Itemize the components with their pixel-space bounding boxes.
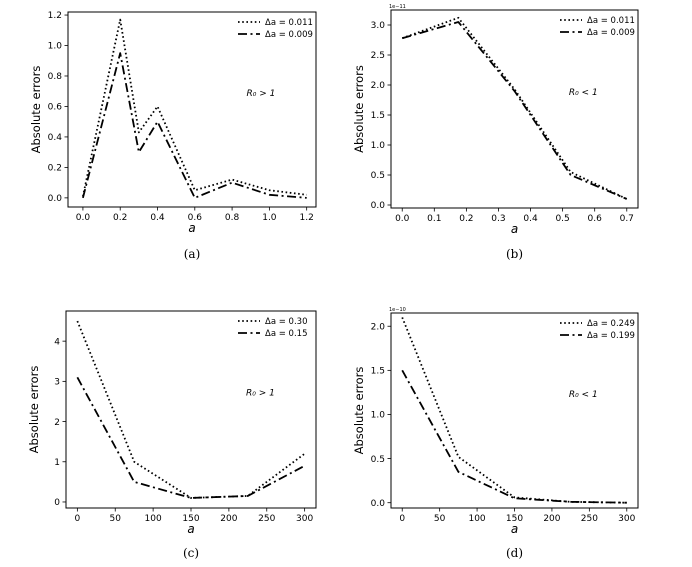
x-tick-label: 100 (468, 514, 485, 524)
y-tick-label: 0.4 (48, 133, 63, 143)
x-tick-label: 50 (110, 514, 122, 524)
plot-frame (67, 11, 317, 208)
y-axis-label: Absolute errors (352, 65, 366, 153)
series-line-2 (76, 376, 306, 499)
chart-panel-1: 0.0 0.2 0.4 0.6 0.8 1.0 1.2 0.0 0.2 0.4 0.6 0.8 1.0 1… (29, 11, 317, 261)
x-tick-label: 0.8 (225, 213, 240, 223)
panel-caption: (d) (506, 546, 523, 560)
y-axis-label: Absolute errors (27, 366, 41, 454)
y-tick-label: 3 (54, 378, 60, 388)
x-tick-label: 0.2 (113, 213, 127, 223)
legend-label-1: Δa = 0.011 (587, 16, 635, 26)
y-tick-label: 1.0 (371, 411, 386, 421)
x-tick-label: 150 (506, 514, 523, 524)
x-tick-label: 250 (258, 514, 275, 524)
y-tick-label: 0.0 (371, 499, 386, 509)
y-tick-label: 1.5 (371, 111, 385, 121)
chart-panel-4: 0 50 100 150 200 250 300 0.0 0.5 1.0 1.5 2.0 1e−10 a A… (352, 307, 639, 560)
x-tick-label: 0.0 (76, 213, 91, 223)
y-tick-label: 1.5 (371, 367, 385, 377)
plot-frame (390, 312, 639, 509)
y-tick-label: 1 (54, 458, 60, 468)
x-tick-label: 200 (543, 514, 560, 524)
y-tick-label: 0.2 (48, 164, 62, 174)
y-tick-label: 0.0 (48, 194, 63, 204)
x-tick-label: 0.7 (620, 214, 634, 224)
x-tick-label: 0.2 (459, 214, 473, 224)
y-tick-label: 4 (54, 337, 60, 347)
y-tick-label: 0.6 (48, 103, 63, 113)
y-tick-label: 3.0 (371, 21, 386, 31)
y-tick-label: 0.5 (371, 455, 385, 465)
series-line-2 (401, 369, 627, 504)
panel-caption: (a) (184, 247, 201, 261)
x-tick-label: 300 (618, 514, 635, 524)
legend-label-2: Δa = 0.009 (587, 28, 635, 38)
x-axis-label: a (511, 222, 518, 236)
x-tick-label: 0.4 (150, 213, 165, 223)
x-tick-label: 100 (145, 514, 162, 524)
series-line-2 (401, 21, 628, 200)
y-tick-label: 0.5 (371, 171, 385, 181)
x-tick-label: 0.3 (491, 214, 505, 224)
legend-label-1: Δa = 0.30 (265, 317, 307, 327)
y-tick-label: 0.0 (371, 201, 386, 211)
legend-label-2: Δa = 0.199 (587, 331, 635, 341)
y-axis-label: Absolute errors (29, 66, 43, 154)
x-tick-label: 0.1 (427, 214, 441, 224)
plot-frame (390, 9, 639, 209)
x-axis-label: a (187, 522, 194, 536)
x-tick-label: 0.4 (523, 214, 538, 224)
y-axis-label: Absolute errors (352, 367, 366, 455)
legend-label-2: Δa = 0.009 (265, 30, 313, 40)
series-line-1 (76, 320, 306, 499)
y-tick-label: 1.0 (371, 141, 386, 151)
series-line-1 (401, 317, 627, 504)
x-tick-label: 0 (74, 514, 80, 524)
x-axis-label: a (511, 522, 518, 536)
x-axis-label: a (188, 221, 195, 235)
chart-panel-2: 0.0 0.1 0.2 0.3 0.4 0.5 0.6 0.7 0.0 0.5 1.0 1.5 2.0 2… (352, 4, 639, 261)
y-tick-label: 2 (54, 418, 60, 428)
y-tick-label: 0.8 (48, 72, 63, 82)
axis-offset-label: 1e−11 (389, 4, 406, 10)
x-tick-label: 0.6 (588, 214, 603, 224)
y-tick-label: 2.0 (371, 322, 386, 332)
x-tick-label: 0.6 (188, 213, 203, 223)
x-tick-label: 1.0 (262, 213, 277, 223)
regime-annotation: R₀ < 1 (569, 390, 598, 400)
x-tick-label: 0.5 (555, 214, 569, 224)
regime-annotation: R₀ > 1 (246, 389, 275, 399)
legend-label-1: Δa = 0.011 (265, 18, 313, 28)
y-tick-label: 0 (54, 498, 60, 508)
axis-offset-label: 1e−10 (389, 307, 406, 313)
x-tick-label: 0.0 (395, 214, 410, 224)
x-tick-label: 0 (399, 514, 405, 524)
legend-label-2: Δa = 0.15 (265, 329, 307, 339)
x-tick-label: 250 (581, 514, 598, 524)
series-line-2 (82, 52, 307, 199)
x-tick-label: 300 (296, 514, 313, 524)
plot-frame (65, 310, 317, 509)
x-tick-label: 200 (220, 514, 237, 524)
y-tick-label: 2.0 (371, 81, 386, 91)
x-tick-label: 150 (182, 514, 199, 524)
series-line-1 (82, 18, 307, 197)
series-line-1 (401, 16, 628, 200)
chart-panel-3: 0 50 100 150 200 250 300 0 1 2 3 4 a Absolute errors Δ… (27, 310, 317, 560)
panel-caption: (c) (183, 546, 199, 560)
panel-caption: (b) (506, 247, 523, 261)
y-tick-label: 2.5 (371, 51, 385, 61)
legend-label-1: Δa = 0.249 (587, 319, 635, 329)
y-tick-label: 1.0 (48, 42, 63, 52)
x-tick-label: 1.2 (300, 213, 314, 223)
x-tick-label: 50 (434, 514, 446, 524)
regime-annotation: R₀ > 1 (247, 89, 276, 99)
regime-annotation: R₀ < 1 (569, 88, 598, 98)
y-tick-label: 1.2 (48, 11, 62, 21)
